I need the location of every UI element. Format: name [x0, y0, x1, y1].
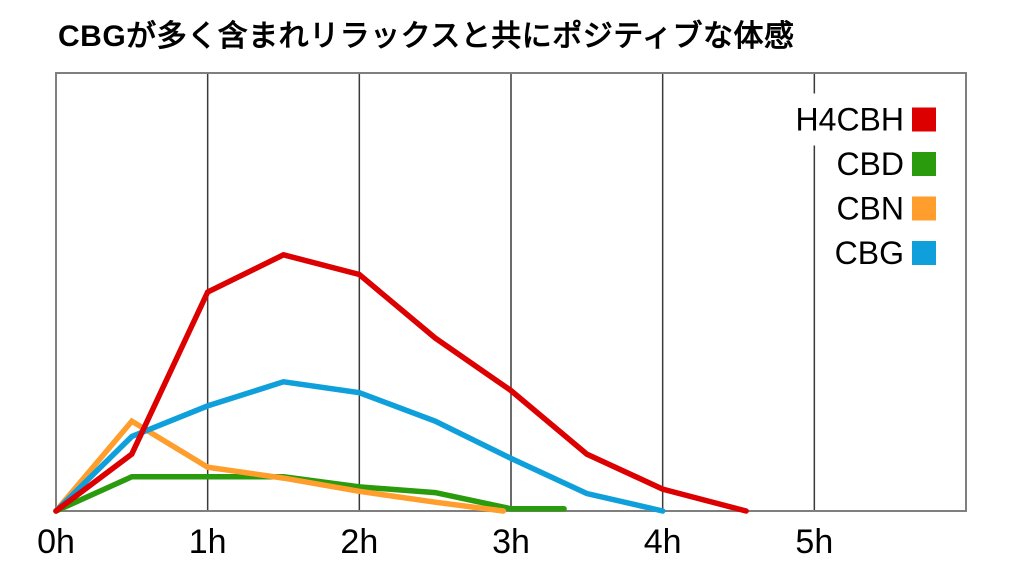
legend-item-label: CBG [835, 235, 904, 271]
x-tick-label-2h: 2h [340, 523, 378, 561]
legend-group: H4CBH CBD CBN CBG [781, 93, 944, 279]
x-axis-labels-group: 0h 1h 2h 3h 4h 5h [37, 523, 833, 561]
chart-title: CBGが多く含まれリラックスと共にポジティブな体感 [58, 20, 795, 53]
x-tick-label-4h: 4h [644, 523, 682, 561]
series-line-cbn [53, 417, 507, 514]
legend-item-label: H4CBH [796, 102, 904, 138]
series-lines-group [53, 251, 749, 514]
x-tick-label-3h: 3h [492, 523, 530, 561]
x-tick-label-5h: 5h [795, 523, 833, 561]
series-line-cbd [53, 474, 567, 514]
legend-item-h4cbh: H4CBH [781, 93, 944, 146]
legend-item-cbd: CBD [822, 138, 944, 190]
legend-swatch-cbn [912, 196, 936, 221]
x-tick-label-1h: 1h [189, 523, 227, 561]
x-tick-label-0h: 0h [37, 523, 75, 561]
gridlines-group [206, 74, 816, 510]
legend-swatch-h4cbh [912, 107, 936, 132]
legend-swatch-cbg [912, 241, 936, 265]
legend-item-cbn: CBN [822, 182, 944, 235]
legend-item-cbg: CBG [820, 227, 944, 279]
legend-swatch-cbd [912, 152, 936, 176]
legend-item-label: CBD [836, 146, 904, 182]
series-line-h4cbh [53, 251, 749, 514]
legend-item-label: CBN [836, 191, 904, 227]
series-line-cbg [53, 378, 666, 514]
